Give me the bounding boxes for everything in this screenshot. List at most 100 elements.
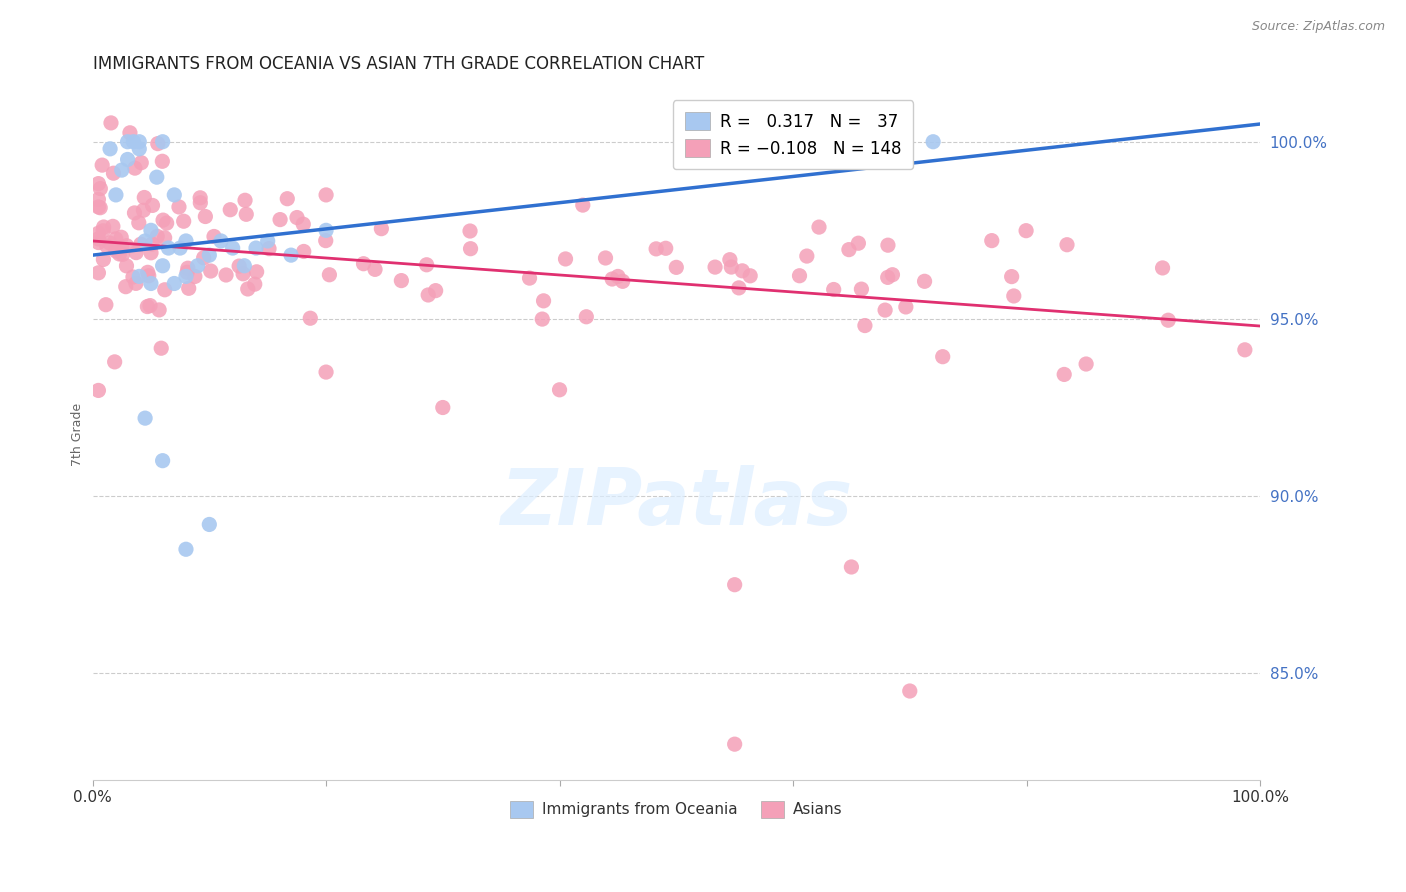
Point [533, 293, 555, 308]
Point [876, 270, 898, 285]
Point [124, 206, 146, 220]
Point [128, 142, 150, 156]
Point [914, 274, 936, 288]
Point [148, 302, 170, 317]
Point [606, 269, 628, 284]
Point [167, 200, 190, 214]
Point [257, 242, 280, 256]
Point [315, 188, 337, 202]
Point [111, 247, 134, 261]
Point [353, 257, 375, 271]
Point [157, 241, 180, 255]
Point [87, 193, 110, 207]
Point [740, 268, 762, 283]
Point [280, 248, 302, 262]
Point [163, 187, 186, 202]
Point [256, 234, 278, 248]
Point [600, 272, 623, 286]
Point [572, 198, 595, 212]
Point [152, 453, 174, 467]
Point [269, 212, 291, 227]
Point [108, 247, 131, 261]
Text: IMMIGRANTS FROM OCEANIA VS ASIAN 7TH GRADE CORRELATION CHART: IMMIGRANTS FROM OCEANIA VS ASIAN 7TH GRA… [93, 55, 704, 73]
Point [93, 252, 115, 267]
Point [315, 365, 337, 379]
Point [100, 116, 122, 130]
Point [796, 249, 818, 263]
Point [718, 252, 741, 267]
Point [132, 203, 155, 218]
Point [1157, 313, 1180, 327]
Point [704, 260, 727, 274]
Point [882, 268, 904, 282]
Point [87, 235, 110, 250]
Point [724, 577, 747, 591]
Point [125, 277, 148, 291]
Point [292, 217, 315, 231]
Point [823, 283, 845, 297]
Point [1152, 260, 1174, 275]
Point [134, 411, 156, 425]
Point [117, 153, 139, 167]
Point [853, 318, 876, 333]
Point [1233, 343, 1256, 357]
Point [877, 238, 900, 252]
Point [1056, 237, 1078, 252]
Point [174, 269, 197, 284]
Point [139, 277, 162, 291]
Point [370, 221, 392, 235]
Point [150, 154, 173, 169]
Point [122, 135, 145, 149]
Point [458, 224, 481, 238]
Point [89, 181, 111, 195]
Point [136, 265, 159, 279]
Point [87, 266, 110, 280]
Point [118, 126, 141, 140]
Point [177, 261, 200, 276]
Point [665, 260, 688, 275]
Point [654, 241, 676, 255]
Point [200, 264, 222, 278]
Text: ZIPatlas: ZIPatlas [501, 466, 852, 541]
Point [299, 311, 322, 326]
Point [808, 220, 831, 235]
Point [96, 239, 118, 253]
Point [285, 211, 308, 225]
Point [136, 300, 159, 314]
Point [645, 242, 668, 256]
Point [91, 158, 114, 172]
Point [104, 232, 127, 246]
Point [243, 277, 266, 292]
Point [198, 248, 221, 262]
Point [93, 220, 115, 235]
Point [103, 166, 125, 180]
Point [898, 684, 921, 698]
Point [152, 213, 174, 227]
Point [364, 262, 387, 277]
Point [146, 136, 169, 151]
Point [980, 234, 1002, 248]
Point [731, 264, 754, 278]
Point [150, 341, 173, 355]
Point [111, 163, 134, 178]
Point [104, 244, 127, 258]
Point [128, 135, 150, 149]
Point [848, 236, 870, 251]
Point [1074, 357, 1097, 371]
Point [575, 310, 598, 324]
Point [554, 252, 576, 266]
Point [152, 135, 174, 149]
Point [87, 232, 110, 246]
Point [425, 284, 447, 298]
Point [146, 170, 169, 185]
Point [232, 267, 254, 281]
Point [418, 288, 440, 302]
Point [875, 153, 897, 167]
Point [194, 210, 217, 224]
Point [292, 244, 315, 259]
Point [789, 268, 811, 283]
Point [174, 542, 197, 557]
Point [246, 265, 269, 279]
Point [134, 190, 156, 204]
Point [87, 200, 110, 214]
